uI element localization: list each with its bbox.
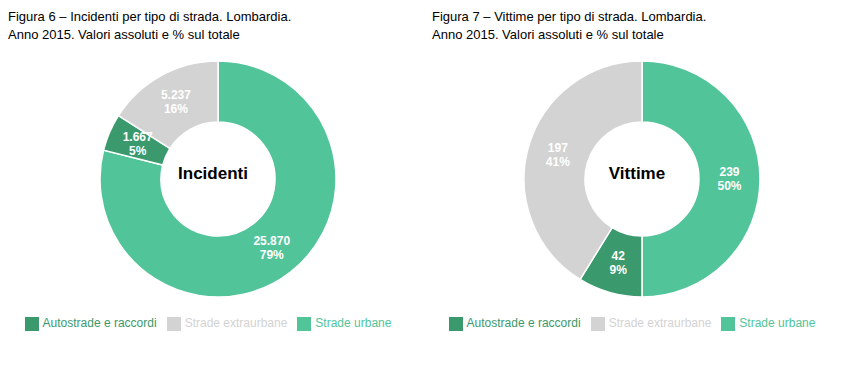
html-text:Strade extraurbane: Strade extraurbane <box>608 316 712 331</box>
html-text:Figura 7 – Vittime per tipo di: Figura 7 – Vittime per tipo di strada. L… <box>432 9 707 42</box>
svg-text:429%: 429% <box>609 249 627 277</box>
html-text:Strade urbane: Strade urbane <box>315 316 392 331</box>
html-text:Vittime: Vittime <box>608 164 666 183</box>
html-text:Figura 6 – Incidenti per tipo: Figura 6 – Incidenti per tipo di strada.… <box>8 9 292 42</box>
svg-text:23950%: 23950% <box>717 165 741 193</box>
html-text:Strade extraurbane: Strade extraurbane <box>184 316 288 331</box>
svg-text:19741%: 19741% <box>546 141 570 169</box>
html-text:Strade urbane: Strade urbane <box>739 316 816 331</box>
html-text:Incidenti: Incidenti <box>178 164 248 183</box>
html-text:Autostrade e raccordi: Autostrade e raccordi <box>466 316 581 331</box>
svg-text:25.87079%: 25.87079% <box>253 234 290 262</box>
svg-text:5.23716%: 5.23716% <box>161 88 191 116</box>
html-text:Autostrade e raccordi: Autostrade e raccordi <box>42 316 157 331</box>
svg-text:1.6675%: 1.6675% <box>123 130 153 158</box>
